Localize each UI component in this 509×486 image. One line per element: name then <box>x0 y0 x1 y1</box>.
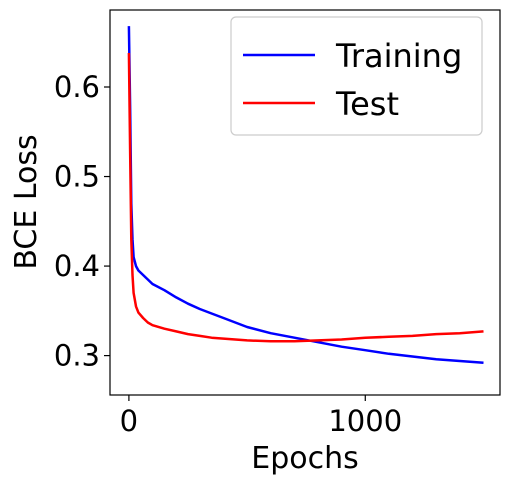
y-tick-label: 0.4 <box>54 249 100 283</box>
legend-label-training: Training <box>335 37 462 75</box>
series-line-test <box>127 52 484 343</box>
x-axis-label: Epochs <box>251 441 359 476</box>
series-layer <box>127 26 484 365</box>
x-tick-label: 0 <box>120 404 138 438</box>
y-tick-label: 0.5 <box>54 160 100 194</box>
legend-box <box>230 16 483 136</box>
x-tick-label: 1000 <box>328 404 402 438</box>
plot-area <box>109 9 501 396</box>
y-axis-label: BCE Loss <box>9 134 44 269</box>
legend-label-test: Test <box>335 85 399 123</box>
ticks-layer: 0 1000 0.3 0.4 0.5 0.6 <box>54 70 402 438</box>
y-tick-label: 0.6 <box>54 70 100 104</box>
series-line-training <box>127 26 484 365</box>
y-tick-label: 0.3 <box>54 339 100 373</box>
legend: Training Test <box>230 16 483 136</box>
